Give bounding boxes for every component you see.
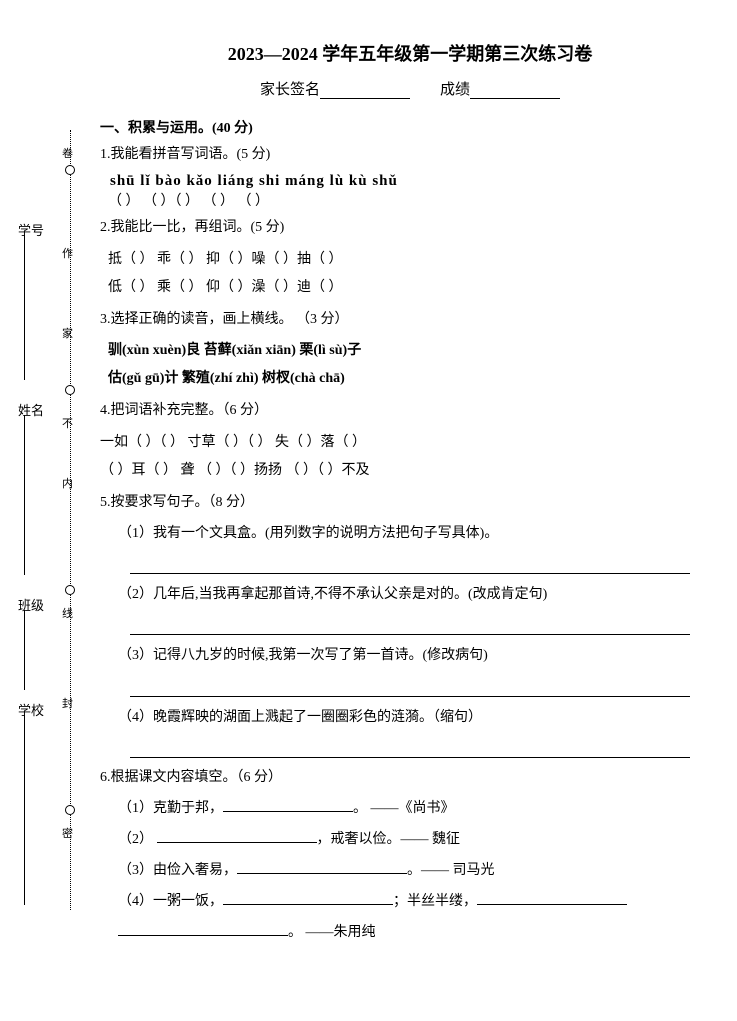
q4-label: 4.把词语补充完整。（6 分） [100,399,720,423]
q4-row2[interactable]: （ ）耳（ ） 聋 （ ）（ ）扬扬 （ ）（ ）不及 [100,457,720,485]
signature-row: 家长签名 成绩 [100,78,720,99]
q1-pinyin: shū lǐ bào kǎo liáng shi máng lù kù shǔ [110,173,720,190]
q5-label: 5.按要求写句子。（8 分） [100,491,720,515]
q6-i3: （3）由俭入奢易， 。—— 司马光 [118,858,720,883]
q5-i3: （3）记得八九岁的时候,我第一次写了第一首诗。(修改病句) [118,643,720,668]
score-label: 成绩 [440,82,470,98]
q6-i4b: 。 ——朱用纯 [118,920,720,945]
fill-blank[interactable] [157,828,317,843]
q5-i4: （4）晚霞辉映的湖面上溅起了一圈圈彩色的涟漪。（缩句） [118,705,720,730]
text: （4）一粥一饭， [118,894,223,909]
binding-circle [65,585,75,595]
answer-line[interactable] [130,738,690,758]
score-line[interactable] [470,83,560,99]
binding-circle [65,385,75,395]
text: （3）由俭入奢易， [118,863,237,878]
page-content: 2023—2024 学年五年级第一学期第三次练习卷 家长签名 成绩 一、积累与运… [100,40,720,947]
q5-i1: （1）我有一个文具盒。(用列数字的说明方法把句子写具体)。 [118,521,720,546]
q1-label: 1.我能看拼音写词语。(5 分) [100,143,720,167]
binding-margin: 学校 班级 姓名 学号 卷 作 家 不 内 线 封 密 [0,0,90,1021]
margin-underline [24,610,25,690]
q6-i1: （1）克勤于邦， 。 ——《尚书》 [118,796,720,821]
q3-row2[interactable]: 估(gǔ gū)计 繁殖(zhí zhì) 树杈(chà chā) [108,365,720,393]
margin-underline [24,235,25,380]
warn-char: 作 [62,245,73,261]
binding-circle [65,805,75,815]
q2-row2[interactable]: 低（ ） 乘（ ） 仰（ ）澡（ ）迪（ ） [108,274,720,302]
warn-char: 家 [62,325,73,341]
margin-label-name: 姓名 [18,400,44,419]
answer-line[interactable] [130,615,690,635]
warn-char: 线 [62,605,73,621]
q6-i2: （2） ，戒奢以俭。—— 魏征 [118,827,720,852]
page-title: 2023—2024 学年五年级第一学期第三次练习卷 [100,40,720,66]
parent-sig-line[interactable] [320,83,410,99]
text: 。—— 司马光 [407,863,495,878]
text: ，戒奢以俭。—— 魏征 [317,832,461,847]
q4-row1[interactable]: 一如（ ）（ ） 寸草（ ）（ ） 失（ ）落（ ） [100,429,720,457]
q3-label: 3.选择正确的读音，画上横线。 （3 分） [100,308,720,332]
text: （2） [118,832,153,847]
text: 。 ——朱用纯 [288,925,376,940]
fill-blank[interactable] [237,859,407,874]
binding-circle [65,165,75,175]
section-heading: 一、积累与运用。(40 分) [100,117,720,137]
warn-char: 卷 [62,145,73,161]
margin-label-number: 学号 [18,220,44,239]
q2-row1[interactable]: 抵（ ） 乖（ ） 抑（ ）噪（ ）抽（ ） [108,246,720,274]
fill-blank[interactable] [223,797,353,812]
warn-char: 密 [62,825,73,841]
answer-line[interactable] [130,677,690,697]
q3-row1[interactable]: 驯(xùn xuèn)良 苔藓(xiǎn xiān) 栗(lì sù)子 [108,337,720,365]
q6-label: 6.根据课文内容填空。（6 分） [100,766,720,790]
fill-blank[interactable] [223,890,393,905]
text: ；半丝半缕， [393,894,477,909]
fill-blank[interactable] [477,890,627,905]
margin-label-school: 学校 [18,700,44,719]
warn-char: 内 [62,475,73,491]
warn-char: 不 [62,415,73,431]
q5-i2: （2）几年后,当我再拿起那首诗,不得不承认父亲是对的。(改成肯定句) [118,582,720,607]
q6-i4: （4）一粥一饭， ；半丝半缕， [118,889,720,914]
text: （1）克勤于邦， [118,801,223,816]
parent-sig-label: 家长签名 [260,82,320,98]
q2-label: 2.我能比一比，再组词。(5 分) [100,216,720,240]
margin-label-class: 班级 [18,595,44,614]
q1-parens[interactable]: （ ） （ ）（ ） （ ） （ ） [108,190,720,210]
fill-blank[interactable] [118,921,288,936]
text: 。 ——《尚书》 [353,801,455,816]
margin-underline [24,415,25,575]
answer-line[interactable] [130,554,690,574]
margin-underline [24,715,25,905]
warn-char: 封 [62,695,73,711]
